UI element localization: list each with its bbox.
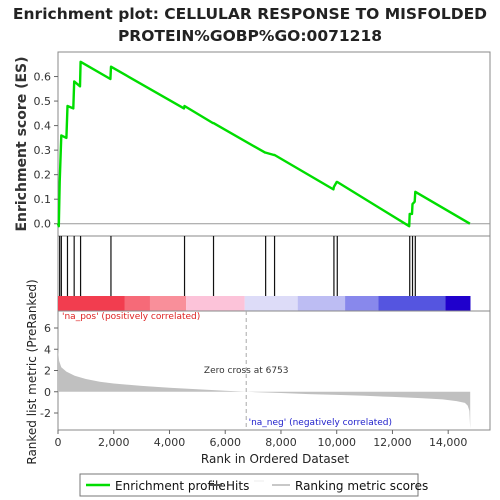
negative-correlation-label: 'na_neg' (negatively correlated) xyxy=(249,418,392,428)
x-tick-label: 6,000 xyxy=(209,436,241,449)
es-y-tick-label: 0.2 xyxy=(34,169,52,182)
x-tick-label: 14,000 xyxy=(429,436,468,449)
es-y-tick-label: 0.6 xyxy=(34,71,52,84)
metric-y-tick-label: 6 xyxy=(44,322,51,335)
x-tick-label: 4,000 xyxy=(154,436,186,449)
ranking-metric-area xyxy=(58,349,471,429)
hits-panel xyxy=(57,235,491,312)
chart-title-line1: Enrichment plot: CELLULAR RESPONSE TO MI… xyxy=(13,5,487,23)
metric-y-tick-label: 0 xyxy=(44,386,51,399)
x-tick-label: 0 xyxy=(55,436,62,449)
es-y-tick-label: 0.1 xyxy=(34,193,52,206)
hit-markers xyxy=(59,236,416,296)
heat-bar-segment xyxy=(297,296,346,311)
x-tick-label: 12,000 xyxy=(373,436,412,449)
chart-title-line2: PROTEIN%GOBP%GO:0071218 xyxy=(118,27,382,45)
legend-item-hits: Hits xyxy=(210,479,249,493)
x-tick-label: 8,000 xyxy=(265,436,297,449)
heat-bar-segment xyxy=(58,296,125,311)
heat-bar-segment xyxy=(378,296,446,311)
legend-item-enrichment-profile: Enrichment profile xyxy=(86,479,226,493)
es-y-tick-label: 0.3 xyxy=(34,144,52,157)
es-panel: 0.0 0.1 0.2 0.3 0.4 0.5 0.6 Enrichment score (… xyxy=(14,51,491,237)
heat-bar-segment xyxy=(244,296,298,311)
heat-bar-segment xyxy=(124,296,150,311)
metric-y-tick-label: -2 xyxy=(40,407,51,420)
es-y-axis-label: Enrichment score (ES) xyxy=(14,56,30,231)
legend: Enrichment profile Hits Ranking metric s… xyxy=(79,473,428,497)
legend-frame xyxy=(79,473,419,497)
heat-bar-segment xyxy=(345,296,379,311)
heat-bar-segment xyxy=(149,296,187,311)
heat-bar-segment xyxy=(186,296,245,311)
positive-correlation-label: 'na_pos' (positively correlated) xyxy=(62,312,200,322)
x-tick-label: 2,000 xyxy=(98,436,130,449)
legend-label-ranking-metric: Ranking metric scores xyxy=(295,479,428,493)
es-y-tick-label: 0.0 xyxy=(34,218,52,231)
es-y-tick-label: 0.4 xyxy=(34,120,52,133)
metric-panel: -2 0 2 4 6 Zero cross at 6753 'na_pos' (posi… xyxy=(25,279,491,465)
es-panel-frame xyxy=(57,51,491,237)
legend-item-ranking-metric: Ranking metric scores xyxy=(254,479,428,493)
metric-y-tick-label: 4 xyxy=(44,343,51,356)
es-y-axis: 0.0 0.1 0.2 0.3 0.4 0.5 0.6 xyxy=(34,71,58,231)
enrichment-profile-line xyxy=(56,60,471,228)
metric-y-axis: -2 0 2 4 6 xyxy=(40,322,58,420)
metric-y-tick-label: 2 xyxy=(44,365,51,378)
heat-bar-segment xyxy=(445,296,471,311)
x-axis: 0 2,000 4,000 6,000 8,000 10,000 12,000 14,000 xyxy=(55,430,468,449)
es-y-tick-label: 0.5 xyxy=(34,95,52,108)
metric-y-axis-label: Ranked list metric (PreRanked) xyxy=(25,279,39,464)
legend-label-enrichment-profile: Enrichment profile xyxy=(115,479,226,493)
metric-panel-frame xyxy=(57,310,491,431)
zero-cross-label: Zero cross at 6753 xyxy=(204,366,289,376)
x-axis-label: Rank in Ordered Dataset xyxy=(201,452,349,466)
legend-label-hits: Hits xyxy=(226,479,249,493)
ranked-heat-bar xyxy=(58,296,471,311)
x-tick-label: 10,000 xyxy=(317,436,356,449)
